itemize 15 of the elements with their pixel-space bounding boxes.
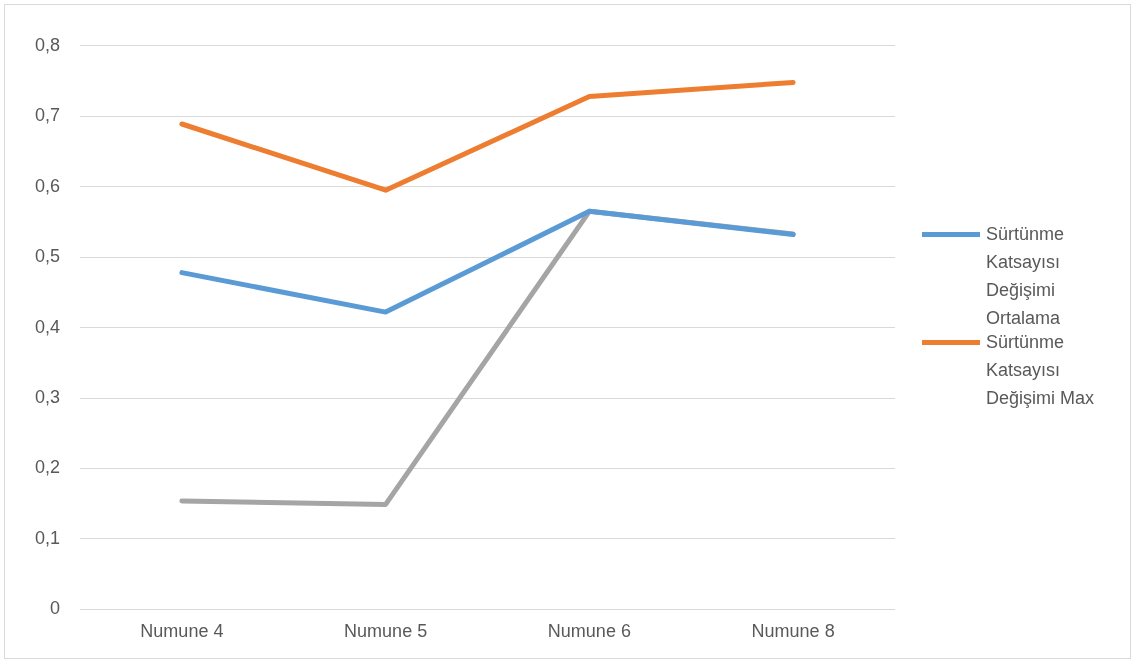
y-tick-label: 0,8 [34, 34, 61, 55]
y-tick-label: 0,1 [34, 527, 61, 548]
y-tick-label: 0,6 [34, 175, 61, 196]
x-tick-label: Numune 4 [140, 621, 224, 642]
x-tick-label: Numune 5 [344, 621, 428, 642]
x-tick-label: Numune 6 [547, 621, 631, 642]
legend-label: Sürtünme Katsayısı Değişimi Ortalama [986, 224, 1065, 328]
y-tick-label: 0,4 [34, 316, 61, 337]
y-tick-label: 0,2 [34, 457, 61, 478]
y-tick-label: 0,5 [34, 246, 61, 267]
y-tick-label: 0 [50, 598, 61, 619]
x-tick-label: Numune 8 [751, 621, 835, 642]
legend-label: Sürtünme Katsayısı Değişimi Max [986, 332, 1095, 408]
y-tick-label: 0,3 [34, 387, 61, 408]
y-tick-label: 0,7 [34, 105, 61, 126]
